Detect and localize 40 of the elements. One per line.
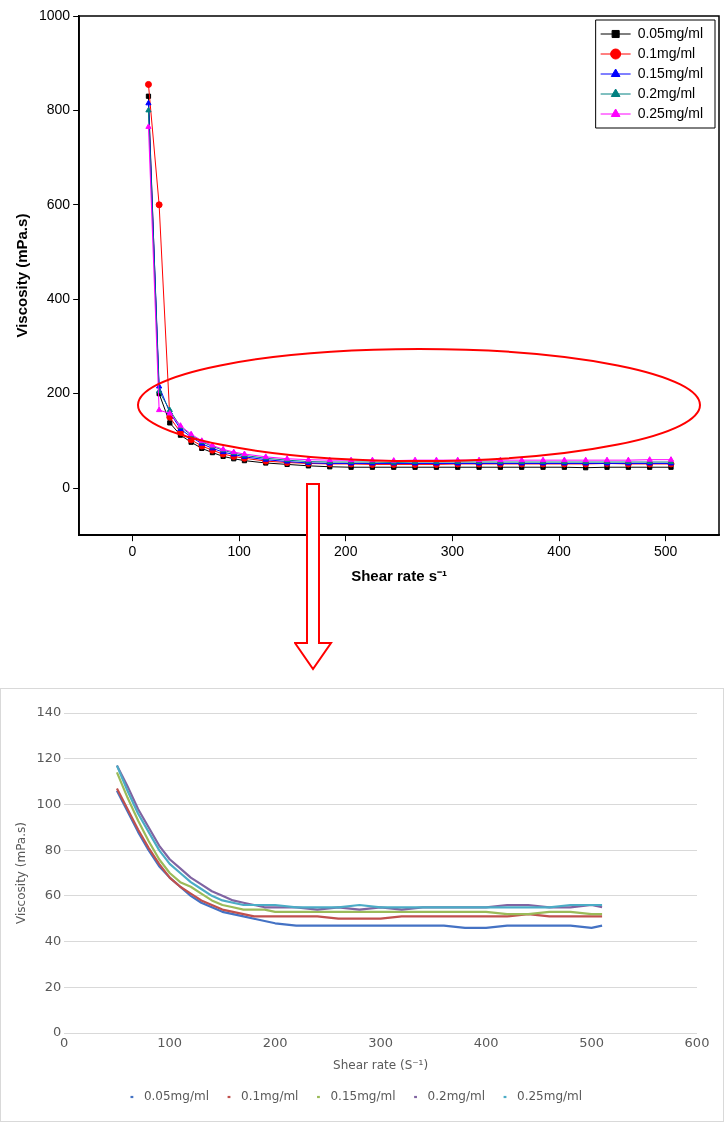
x-tick-label: 100	[227, 543, 251, 560]
y-axis-title: Viscosity (mPa.s)	[13, 213, 31, 338]
y-tick-label: 1000	[38, 6, 71, 23]
y-tick-label: 140	[36, 704, 62, 720]
x-tick-label: 400	[473, 1035, 499, 1051]
legend-label: 0.25mg/ml	[517, 1089, 583, 1104]
y-tick-label: 0	[62, 478, 71, 495]
x-axis-title: Shear rate (S⁻¹)	[333, 1057, 429, 1072]
y-tick-label: 0	[52, 1024, 62, 1040]
x-tick-label: 200	[334, 543, 358, 560]
legend-label: 0.1mg/ml	[637, 44, 696, 61]
x-tick-label: 100	[157, 1035, 183, 1051]
legend-label: 0.25mg/ml	[637, 104, 703, 121]
y-tick-label: 400	[46, 290, 71, 307]
legend-label: 0.15mg/ml	[330, 1089, 396, 1104]
legend-label: 0.05mg/ml	[637, 24, 703, 41]
legend-label: 0.1mg/ml	[241, 1089, 299, 1104]
x-axis-title: Shear rate s⁻¹	[351, 567, 448, 585]
y-tick-label: 800	[46, 101, 71, 118]
x-tick-label: 400	[547, 543, 571, 560]
legend-label: 0.05mg/ml	[143, 1089, 209, 1104]
y-tick-label: 80	[44, 841, 62, 857]
x-tick-label: 0	[128, 543, 137, 560]
x-tick-label: 500	[654, 543, 678, 560]
y-tick-label: 200	[46, 384, 71, 401]
y-tick-label: 120	[36, 750, 62, 766]
y-axis-title: Viscosity (mPa.s)	[14, 822, 29, 924]
y-tick-label: 40	[44, 932, 62, 948]
y-tick-label: 100	[36, 795, 62, 811]
legend-label: 0.15mg/ml	[637, 64, 703, 81]
x-tick-label: 200	[262, 1035, 288, 1051]
x-tick-label: 500	[579, 1035, 604, 1051]
legend-label: 0.2mg/ml	[637, 84, 696, 101]
y-tick-label: 20	[44, 978, 62, 994]
y-tick-label: 600	[46, 195, 71, 212]
y-tick-label: 60	[44, 887, 62, 903]
x-tick-label: 300	[440, 543, 465, 560]
legend-label: 0.2mg/ml	[427, 1089, 486, 1104]
x-tick-label: 300	[368, 1035, 394, 1051]
x-tick-label: 600	[684, 1035, 710, 1051]
